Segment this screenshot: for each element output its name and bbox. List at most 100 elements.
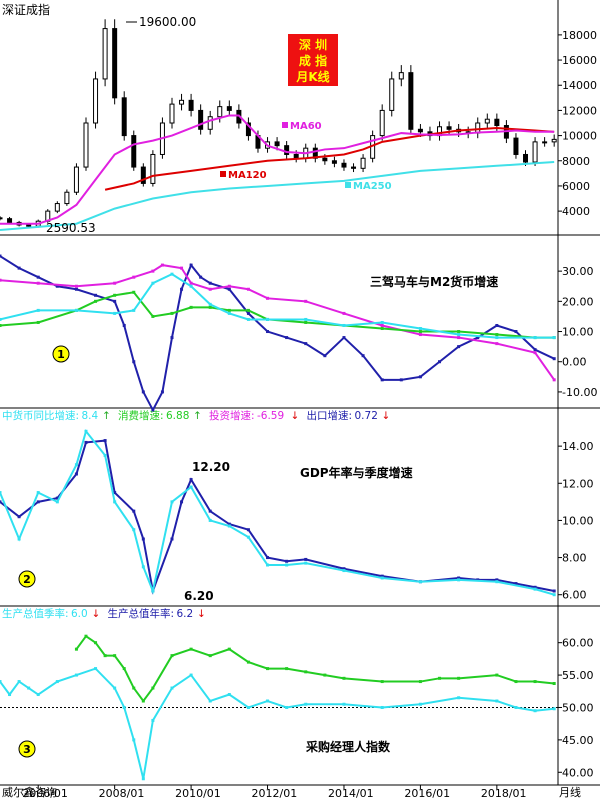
candle-body: [93, 78, 99, 124]
panel2-tick-label: 6.00: [562, 589, 587, 602]
price-tick-label: 14000: [562, 79, 597, 92]
candle-body: [64, 191, 70, 205]
series-point: [0, 323, 2, 327]
candle-body: [169, 103, 175, 124]
panel3-tick-label: 45.00: [562, 734, 594, 747]
x-tick-label: 2010/01: [175, 787, 221, 800]
series-point: [495, 580, 499, 584]
series-point: [304, 702, 308, 706]
candle-body: [7, 218, 13, 223]
gdp-high-annotation: 12.20: [192, 460, 230, 474]
series-point: [246, 660, 250, 664]
series-point: [266, 556, 270, 560]
series-point: [74, 308, 78, 312]
legend-value: 6.2: [177, 608, 194, 620]
series-point: [94, 641, 98, 645]
price-tick-label: 6000: [562, 180, 590, 193]
panel1-tick-label: 0.00: [562, 356, 587, 369]
series-point: [227, 287, 231, 291]
series-point: [552, 682, 556, 686]
candle-body: [188, 99, 194, 111]
series-point: [380, 320, 384, 324]
legend-label: 消费增速:: [118, 409, 164, 422]
series-point: [457, 576, 461, 580]
panel1-tick-label: 20.00: [562, 295, 594, 308]
series-point: [304, 299, 308, 303]
series-point: [17, 266, 21, 270]
series-point: [266, 563, 270, 567]
series-point: [132, 275, 136, 279]
series-point: [103, 654, 107, 658]
series-point: [227, 284, 231, 288]
series-point: [552, 357, 556, 361]
footer-period: 月线: [559, 785, 581, 799]
series-point: [132, 738, 136, 742]
series-point: [208, 518, 212, 522]
panel2-tick-label: 14.00: [562, 440, 594, 453]
series-point: [170, 537, 174, 541]
candle-body: [150, 153, 156, 184]
series-point: [94, 299, 98, 303]
series-point: [55, 496, 59, 500]
series-point: [141, 699, 145, 703]
series-point: [113, 293, 117, 297]
series-point: [74, 647, 78, 651]
series-point: [285, 667, 289, 671]
series-point: [438, 676, 442, 680]
series-point: [342, 567, 346, 571]
candle-body: [523, 153, 529, 163]
series-point: [533, 587, 537, 591]
axis-layer: 4000 6000 8000 10000 12000 14000 16000 18000 -10…: [22, 29, 597, 800]
series-point: [141, 565, 145, 569]
series-point: [227, 522, 231, 526]
price-tick-label: 10000: [562, 130, 597, 143]
panel3-tick-label: 40.00: [562, 766, 594, 779]
series-point: [113, 500, 117, 504]
series-point: [151, 718, 155, 722]
series-point: [36, 308, 40, 312]
series-point: [36, 320, 40, 324]
series-point: [380, 574, 384, 578]
series-point: [304, 557, 308, 561]
series-point: [132, 686, 136, 690]
series-point: [170, 500, 174, 504]
candle-body: [54, 203, 60, 212]
panel-marker-label: 3: [23, 743, 31, 756]
series-point: [170, 686, 174, 690]
series-point: [36, 275, 40, 279]
series-point: [495, 336, 499, 340]
series-point: [457, 330, 461, 334]
series-point: [0, 680, 2, 684]
series-point: [17, 680, 21, 684]
series-point: [533, 709, 537, 713]
candle-body: [284, 145, 290, 155]
series-point: [304, 342, 308, 346]
series-point: [94, 667, 98, 671]
series-point: [74, 463, 78, 467]
label-layer: 深证成指 深 圳 成 指 月K线 威尔鑫咨询 月线 MA60 MA120 MA250…: [2, 2, 581, 799]
series-point: [304, 561, 308, 565]
series-point: [74, 287, 78, 291]
series-line: [0, 429, 555, 596]
series-point: [380, 576, 384, 580]
series-point: [189, 263, 193, 267]
series-point: [180, 287, 184, 291]
candle-body: [121, 97, 127, 137]
candle-body: [417, 128, 423, 133]
panel3-tick-label: 60.00: [562, 637, 594, 650]
series-point: [533, 585, 537, 589]
series-point: [457, 333, 461, 337]
series-point: [323, 354, 327, 358]
series-point: [180, 266, 184, 270]
series-point: [0, 491, 2, 495]
candle-body: [207, 116, 213, 130]
series-point: [495, 699, 499, 703]
ma-legend-swatch: [220, 171, 226, 177]
series-point: [17, 515, 21, 519]
series-point: [495, 673, 499, 677]
series-point: [189, 284, 193, 288]
series-point: [495, 323, 499, 327]
candle-body: [226, 106, 232, 111]
candle-body: [140, 166, 146, 184]
panel-title: GDP年率与季度增速: [300, 465, 413, 480]
